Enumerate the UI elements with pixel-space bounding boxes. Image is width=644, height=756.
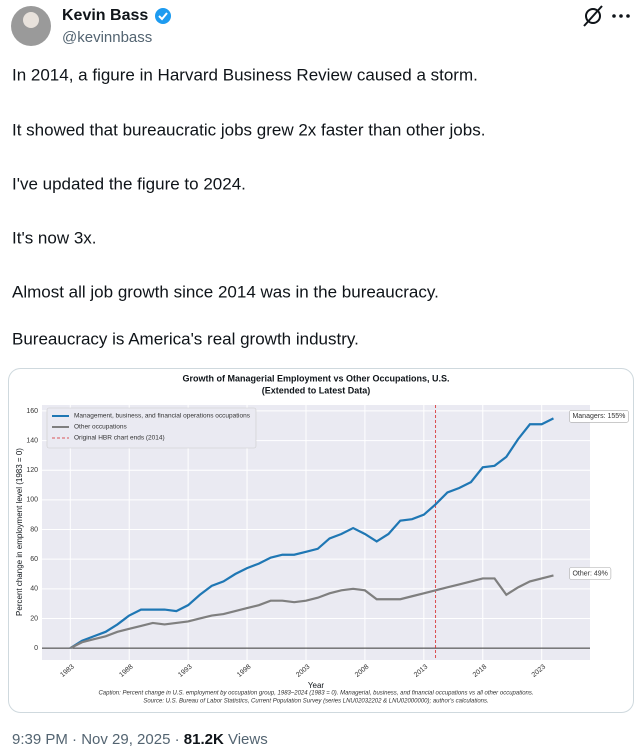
- verified-badge: [155, 8, 171, 24]
- icon-ring: [585, 8, 601, 24]
- avatar-face: [23, 12, 39, 28]
- y-tick-label: 20: [30, 615, 38, 622]
- annotation: Managers: 155%: [572, 413, 625, 420]
- legend-label: Original HBR chart ends (2014): [74, 435, 165, 442]
- grok-icon[interactable]: [583, 5, 603, 27]
- views-label: Views: [228, 731, 268, 748]
- tweet-text: In 2014, a figure in Harvard Business Re…: [12, 65, 478, 84]
- tweet-text: Bureaucracy is America's real growth ind…: [12, 329, 359, 348]
- more-icon[interactable]: [612, 14, 630, 18]
- y-tick-label: 40: [30, 586, 38, 593]
- author-handle[interactable]: @kevinnbass: [62, 29, 152, 46]
- legend-box: [46, 407, 257, 449]
- series-line: [69, 417, 554, 650]
- icon-slash: [583, 5, 603, 27]
- legend-label: Management, business, and financial oper…: [74, 413, 251, 420]
- tweet-text: It showed that bureaucratic jobs grew 2x…: [12, 120, 485, 139]
- tweet-text: Almost all job growth since 2014 was in …: [12, 282, 439, 301]
- y-tick-label: 100: [26, 497, 38, 504]
- y-axis-label: Percent change in employment level (1983…: [15, 448, 24, 616]
- y-tick-label: 80: [30, 526, 38, 533]
- y-tick-label: 120: [26, 467, 38, 474]
- tweet-text: It's now 3x.: [12, 228, 97, 247]
- tweet-text: I've updated the figure to 2024.: [12, 174, 246, 193]
- y-tick-label: 140: [26, 437, 38, 444]
- annotation-box: [569, 410, 629, 423]
- caption: Caption: Percent change in U.S. employme…: [98, 691, 533, 697]
- y-tick-label: 0: [34, 645, 38, 652]
- y-tick-label: 60: [30, 556, 38, 563]
- annotation-box: [569, 567, 612, 580]
- series-line: [69, 574, 554, 650]
- views-count: 81.2K: [184, 731, 224, 748]
- chart-subtitle: (Extended to Latest Data): [262, 385, 371, 395]
- y-tick-label: 160: [26, 408, 38, 415]
- meta: 9:39 PM · Nov 29, 2025 ·: [12, 731, 180, 748]
- chart-title: Growth of Managerial Employment vs Other…: [182, 373, 449, 383]
- caption: Source: U.S. Bureau of Labor Statistics,…: [143, 699, 488, 705]
- author-name[interactable]: Kevin Bass: [62, 7, 148, 24]
- x-axis-label: Year: [308, 681, 325, 690]
- dot: [626, 14, 630, 18]
- legend-label: Other occupations: [74, 424, 128, 431]
- dot: [619, 14, 623, 18]
- annotation: Other: 49%: [572, 570, 607, 577]
- dot: [612, 14, 616, 18]
- timestamp[interactable]: 9:39 PM · Nov 29, 2025 · 81.2K Views: [12, 731, 268, 748]
- verified-check: [158, 12, 168, 21]
